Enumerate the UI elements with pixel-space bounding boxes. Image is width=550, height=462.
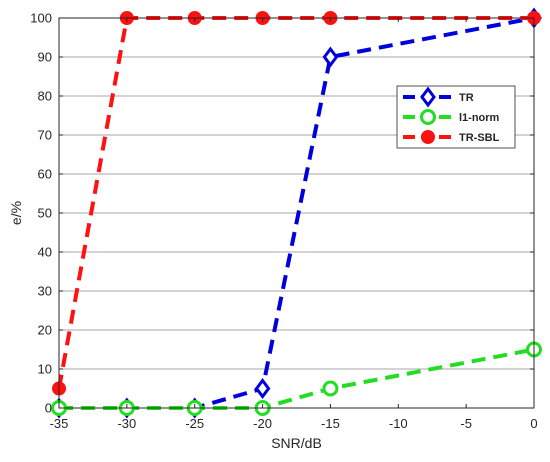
legend-marker (421, 130, 435, 144)
x-axis-label: SNR/dB (271, 435, 322, 451)
x-tick-label: -10 (389, 416, 408, 431)
y-axis-label: e/% (8, 201, 24, 225)
legend-item: l1-norm (403, 109, 500, 125)
legend-label: l1-norm (459, 112, 500, 124)
y-tick-label: 60 (38, 167, 52, 182)
legend-marker (420, 86, 436, 108)
y-tick-label: 90 (38, 50, 52, 65)
x-tick-label: -5 (460, 416, 472, 431)
y-tick-label: 100 (30, 11, 52, 26)
y-tick-label: 40 (38, 245, 52, 260)
series-TR-SBL (52, 11, 541, 396)
series-line-l1-norm (59, 347, 535, 410)
series-l1-norm (51, 341, 542, 416)
y-tick-label: 0 (45, 401, 52, 416)
legend-label: TR-SBL (459, 132, 500, 144)
y-tick-label: 50 (38, 206, 52, 221)
legend-box (396, 85, 516, 149)
x-tick-label: -35 (50, 416, 69, 431)
x-tick-label: -20 (253, 416, 272, 431)
legend-label: TR (459, 92, 474, 104)
x-tick-label: -15 (321, 416, 340, 431)
legend: TR l1-norm TR-SBL (396, 85, 516, 149)
legend-marker (420, 109, 436, 125)
y-tick-label: 70 (38, 128, 52, 143)
x-tick-label: -25 (185, 416, 204, 431)
y-tick-label: 30 (38, 284, 52, 299)
x-tick-label: -30 (117, 416, 136, 431)
axes: -35 -30 -25 -20 -15 -10 -5 0 0 10 20 30 40 50 60 70 80 90… (8, 11, 538, 452)
series-line-TR-SBL (57, 16, 534, 389)
legend-item: TR (403, 86, 474, 108)
data-point (322, 46, 339, 68)
y-tick-label: 20 (38, 323, 52, 338)
data-point (322, 380, 339, 397)
y-tick-label: 80 (38, 89, 52, 104)
x-tick-label: 0 (530, 416, 537, 431)
y-tick-label: 10 (38, 362, 52, 377)
data-point (254, 378, 271, 399)
legend-item: TR-SBL (403, 130, 500, 144)
